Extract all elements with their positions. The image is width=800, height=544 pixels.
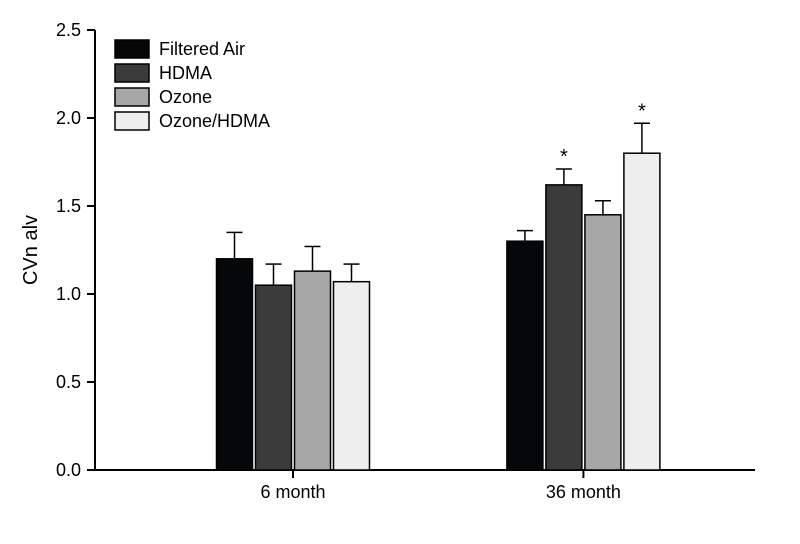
legend-label: Filtered Air xyxy=(159,39,245,59)
y-tick-label: 2.5 xyxy=(56,20,81,40)
bar-ozone_hdma xyxy=(624,153,660,470)
legend-label: Ozone/HDMA xyxy=(159,111,270,131)
legend-label: HDMA xyxy=(159,63,212,83)
y-tick-label: 2.0 xyxy=(56,108,81,128)
bar-ozone_hdma xyxy=(334,282,370,470)
bar-ozone xyxy=(585,215,621,470)
significance-marker: * xyxy=(638,100,646,122)
legend-swatch-filtered_air xyxy=(115,40,149,58)
bar-filtered_air xyxy=(507,241,543,470)
x-group-label: 36 month xyxy=(546,482,621,502)
legend-swatch-hdma xyxy=(115,64,149,82)
bar-hdma xyxy=(546,185,582,470)
y-tick-label: 0.5 xyxy=(56,372,81,392)
y-tick-label: 0.0 xyxy=(56,460,81,480)
legend-label: Ozone xyxy=(159,87,212,107)
bar-ozone xyxy=(295,271,331,470)
bar-hdma xyxy=(256,285,292,470)
significance-marker: * xyxy=(560,146,568,168)
legend-swatch-ozone_hdma xyxy=(115,112,149,130)
y-tick-label: 1.0 xyxy=(56,284,81,304)
y-axis-title: CVn alv xyxy=(20,215,42,285)
y-tick-label: 1.5 xyxy=(56,196,81,216)
legend-swatch-ozone xyxy=(115,88,149,106)
x-group-label: 6 month xyxy=(260,482,325,502)
bar-filtered_air xyxy=(217,259,253,470)
